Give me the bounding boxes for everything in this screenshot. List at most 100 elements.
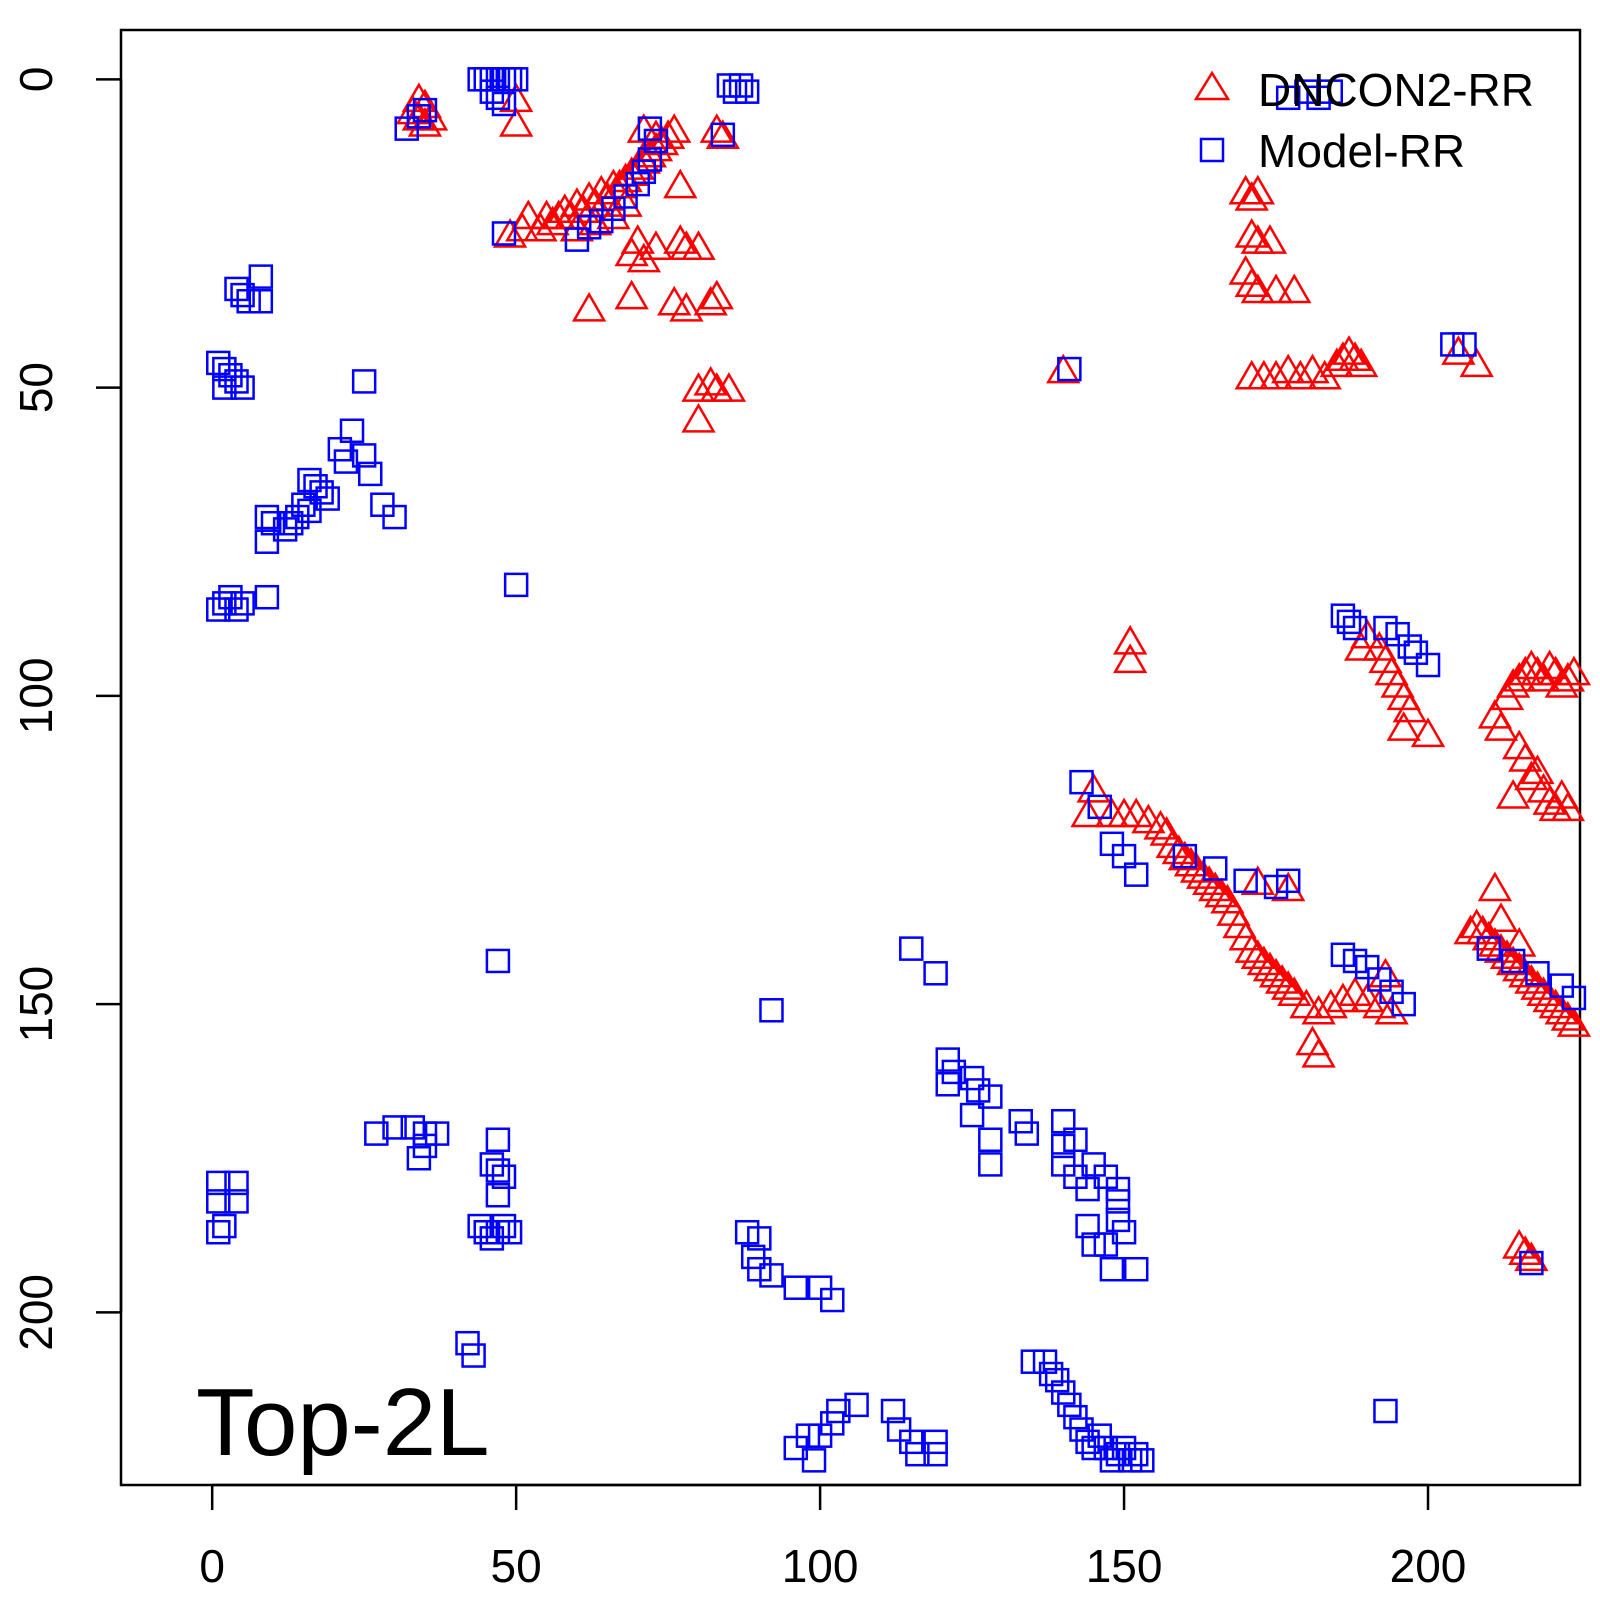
dncon2-rr-point [1240,174,1275,205]
model-rr-point [747,1226,772,1251]
dncon2-rr-point [1167,840,1203,871]
dncon2-rr-point [681,372,716,402]
dncon2-rr-point [1301,994,1336,1025]
dncon2-rr-point [1556,1007,1592,1037]
model-rr-point [1057,1392,1082,1418]
dncon2-rr-point [1508,957,1543,988]
model-rr-point [1130,1448,1155,1473]
model-rr-point [1105,1207,1131,1233]
dncon2-rr-point [1495,945,1531,976]
dncon2-rr-point [1459,347,1494,378]
model-rr-point [224,1170,249,1196]
model-rr-point [254,504,280,530]
dncon2-rr-point [1502,926,1537,957]
dncon2-rr-point [1204,877,1239,908]
model-rr-point [254,584,280,610]
legend-marker-model-rr [1199,137,1225,163]
dncon2-rr-point [1520,655,1555,686]
dncon2-rr-point [614,279,649,310]
dncon2-rr-point [1337,341,1373,372]
dncon2-rr-point [1392,692,1427,723]
model-rr-point [625,171,650,197]
model-rr-point [728,73,754,98]
model-rr-point [1172,843,1198,869]
model-rr-point [905,1441,930,1467]
series-layer [206,67,1592,1473]
model-rr-point [923,1441,948,1467]
dncon2-rr-point [1258,359,1294,390]
model-rr-point [382,1115,407,1140]
dncon2-rr-point [395,94,430,125]
model-rr-point [935,1047,961,1072]
x-axis: 0 50 100 150 200 [199,1483,1467,1592]
plot-annotation: Top-2L [196,1369,490,1476]
model-rr-point [1057,356,1082,382]
model-rr-point [1051,1380,1076,1405]
x-tick-label: 200 [1390,1540,1467,1592]
dncon2-rr-point [1532,982,1567,1013]
dncon2-rr-point [1252,224,1288,254]
dncon2-rr-point [681,402,716,433]
y-tick-label: 100 [10,657,62,734]
plot-frame [119,28,1582,1487]
model-rr-point [461,1343,486,1368]
model-rr-point [485,1158,511,1183]
dncon2-rr-point [1441,335,1476,365]
model-rr-point [1111,1219,1137,1245]
model-rr-point [1275,85,1301,111]
model-rr-point [1519,1250,1544,1276]
model-rr-point [643,128,669,154]
y-tick-label: 150 [10,966,62,1043]
model-rr-point [333,449,359,474]
model-rr-point [978,1152,1003,1177]
dncon2-rr-point [1264,963,1300,994]
dncon2-rr-point [1325,982,1361,1013]
model-rr-point [260,510,286,536]
model-rr-point [1452,332,1477,357]
dncon2-rr-point [681,230,716,261]
y-tick-label: 0 [10,67,62,93]
model-rr-point [1063,1127,1088,1152]
model-rr-point [1123,862,1149,887]
dncon2-rr-point [1386,711,1421,741]
model-rr-point [880,1398,906,1424]
model-rr-point [224,597,249,622]
dncon2-rr-point [1520,754,1555,785]
dncon2-rr-point [669,291,704,322]
model-rr-point [1087,1423,1112,1448]
dncon2-rr-point [705,119,741,150]
series-dncon2-rr [395,82,1592,1272]
model-rr-point [485,85,511,111]
x-tick-label: 100 [782,1540,859,1592]
dncon2-rr-point [1252,951,1288,982]
model-rr-point [1123,1441,1149,1467]
model-rr-point [206,1189,231,1214]
dncon2-rr-point [1277,273,1312,304]
model-rr-point [1275,868,1301,894]
model-rr-point [1014,1121,1040,1146]
model-rr-point [1105,1176,1131,1202]
dncon2-rr-point [1532,649,1567,680]
model-rr-point [923,1429,948,1455]
model-rr-point [637,116,663,141]
model-rr-point [899,1429,924,1455]
model-rr-point [1075,1213,1100,1239]
model-rr-point [357,461,383,487]
dncon2-rr-point [638,230,674,261]
model-rr-point [248,264,274,289]
dncon2-rr-point [1070,797,1105,828]
dncon2-rr-point [1173,846,1209,877]
dncon2-rr-point [1544,994,1579,1025]
dncon2-rr-point [711,372,747,402]
dncon2-rr-point [1550,791,1586,822]
dncon2-rr-point [1410,717,1446,748]
dncon2-rr-point [1471,920,1506,951]
model-rr-point [1415,652,1441,678]
model-rr-point [327,436,353,462]
model-rr-point [491,221,517,246]
dncon2-rr-point [1112,624,1148,655]
model-rr-point [844,1392,869,1418]
legend-label-dncon2-rr: DNCON2-RR [1258,64,1534,116]
dncon2-rr-point [511,199,546,230]
dncon2-rr-point [693,365,728,396]
